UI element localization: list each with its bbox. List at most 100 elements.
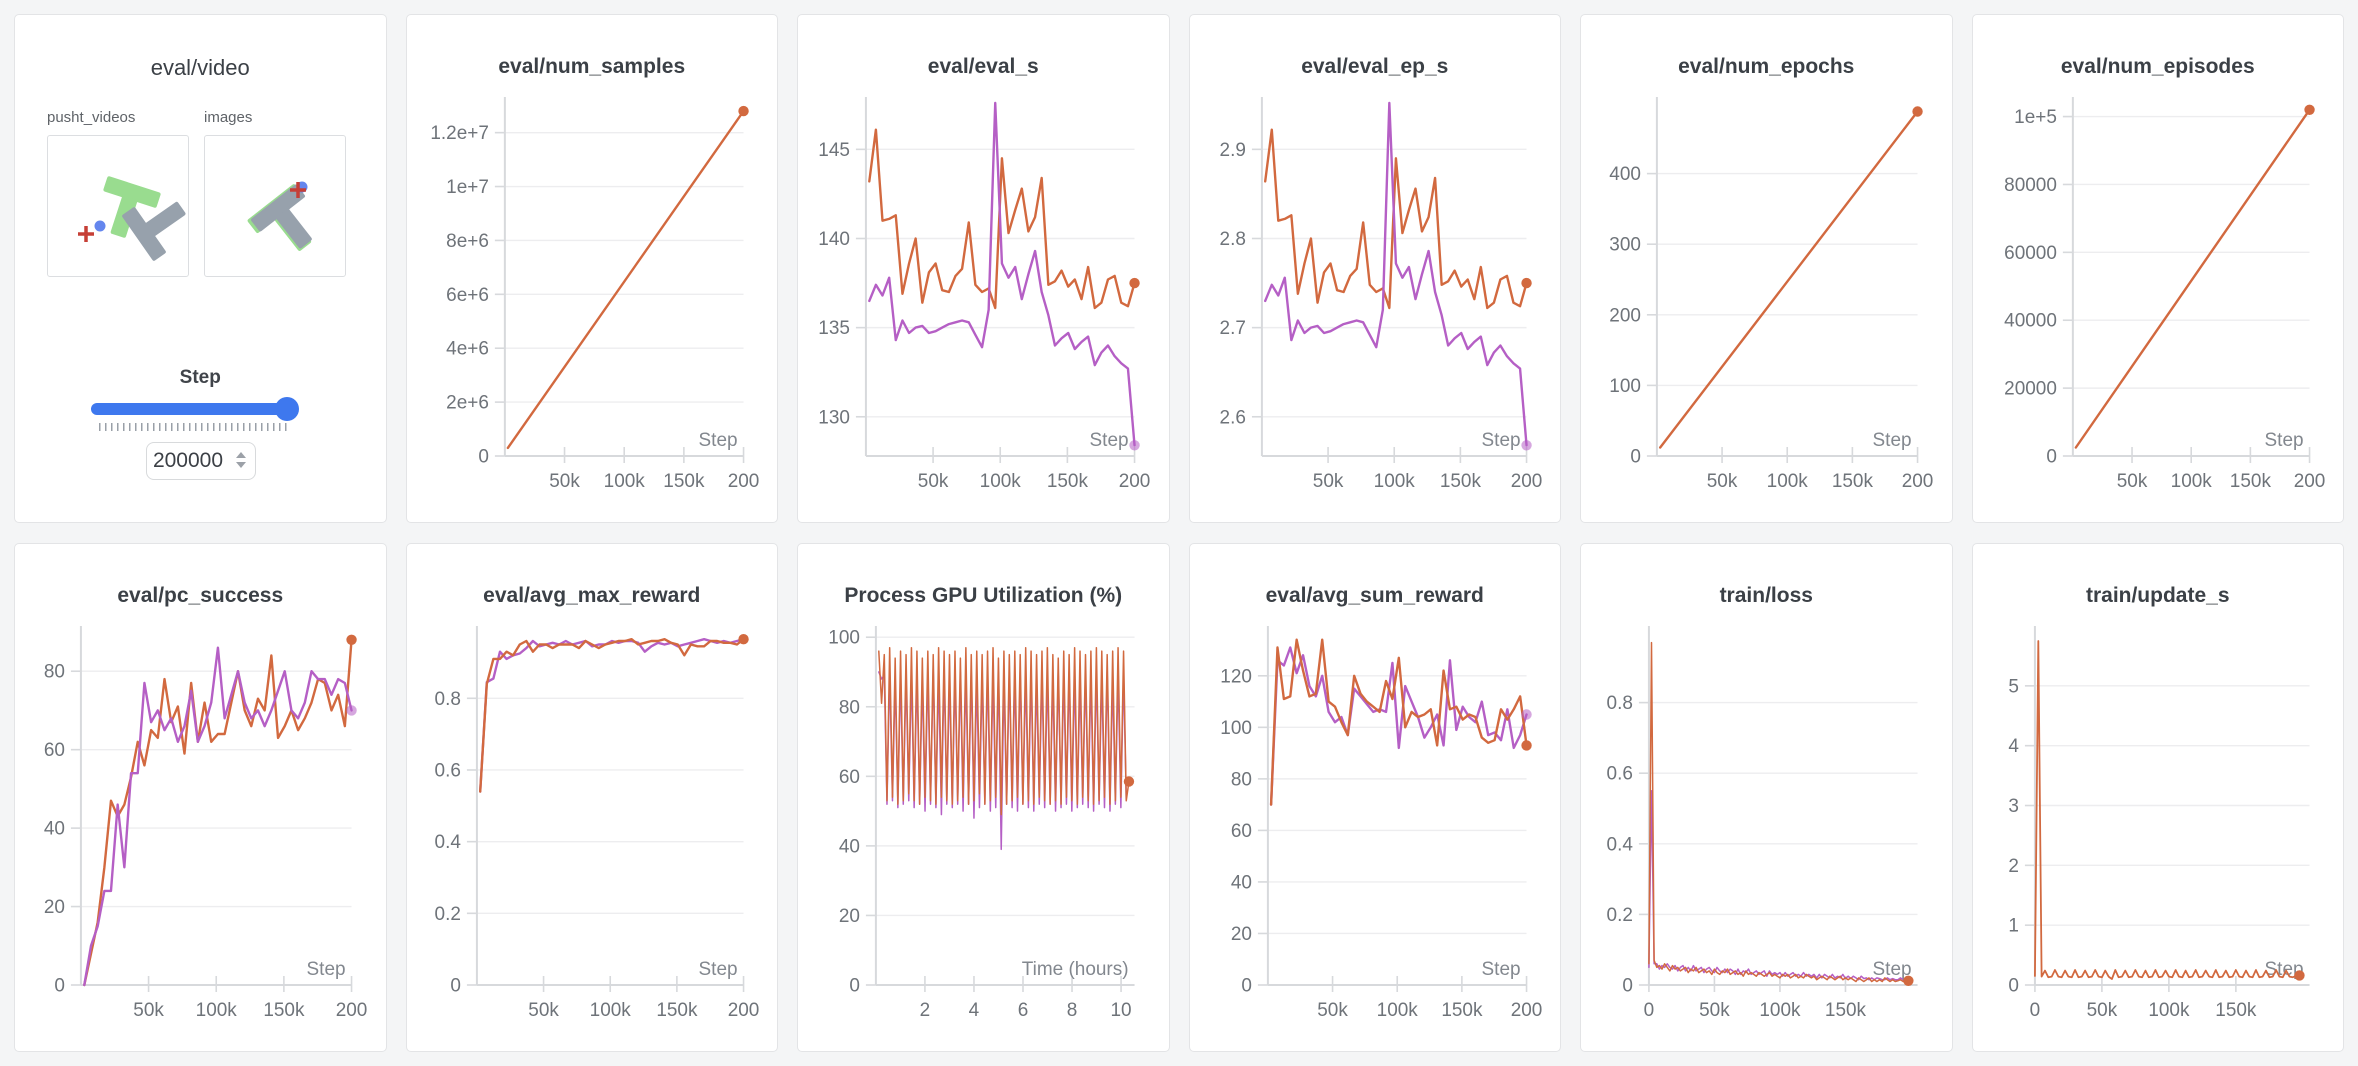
x-tick-label: 150k [1832, 471, 1874, 492]
x-axis-title: Step [307, 959, 346, 980]
y-tick-label: 100 [1609, 376, 1641, 397]
series-line-purple [83, 646, 353, 987]
y-tick-label: 20 [1230, 924, 1251, 945]
x-tick-label: 100k [1759, 1000, 1801, 1021]
gray-t-shape [251, 184, 312, 249]
y-tick-label: 400 [1609, 164, 1641, 185]
stepper-arrows[interactable] [236, 452, 246, 468]
y-tick-label: 0.2 [1607, 905, 1633, 926]
chart-plot[interactable]: 2.6 2.7 2.8 2.9 50k 100k 150k 200 Step [1190, 85, 1561, 520]
y-tick-label: 40 [1230, 872, 1251, 893]
x-axis-title: Step [698, 959, 737, 980]
x-tick-label: 100k [589, 1000, 631, 1021]
image-thumbnail[interactable] [204, 135, 346, 277]
chart-plot[interactable]: 0 20 40 60 80 100 2 4 6 8 10 Time (hours) [798, 614, 1169, 1049]
y-tick-label: 100 [828, 628, 860, 649]
chart-plot[interactable]: 0 100 200 300 400 50k 100k 150k 200 Step [1581, 85, 1952, 520]
goal-cross-icon [78, 226, 94, 242]
x-tick-label: 150k [1047, 471, 1089, 492]
chart-plot[interactable]: 130 135 140 145 50k 100k 150k 200 Step [798, 85, 1169, 520]
stepper-up-icon[interactable] [236, 452, 246, 458]
x-tick-label: 150k [656, 1000, 698, 1021]
y-tick-label: 2e+6 [446, 393, 489, 414]
series-line-orange [1263, 128, 1528, 310]
x-tick-label: 0 [1644, 1000, 1655, 1021]
step-slider[interactable] [91, 397, 299, 421]
panel-eval-video[interactable]: eval/video pusht_videos [14, 14, 387, 523]
chart-plot[interactable]: 0 0.2 0.4 0.6 0.8 0 50k 100k 150k Step [1581, 614, 1952, 1049]
chart-title: train/loss [1719, 584, 1813, 607]
x-tick-label: 150k [2215, 1000, 2257, 1021]
y-tick-label: 80 [1230, 769, 1251, 790]
y-tick-label: 0 [2008, 975, 2019, 996]
x-axis-title: Step [698, 430, 737, 451]
y-tick-label: 0.6 [1607, 764, 1633, 785]
chart-plot[interactable]: 0 20 40 60 80 50k 100k 150k 200 Step [15, 614, 386, 1049]
chart-card-train-update-s[interactable]: train/update_s 0 1 2 3 4 5 0 50k 100k 150k Step [1971, 543, 2344, 1052]
x-tick-label: 50k [918, 471, 949, 492]
media-group-pusht-videos: pusht_videos [47, 109, 189, 277]
y-tick-label: 1.2e+7 [430, 123, 489, 144]
y-tick-label: 0 [1241, 975, 1252, 996]
chart-card-eval-pc-success[interactable]: eval/pc_success 0 20 40 60 80 50k 100k 150k 200 St… [14, 543, 387, 1052]
media-label: pusht_videos [47, 109, 136, 126]
x-tick-label: 50k [2116, 471, 2147, 492]
y-tick-label: 2.8 [1219, 229, 1245, 250]
chart-plot[interactable]: 0 0.2 0.4 0.6 0.8 50k 100k 150k 200 Step [407, 614, 778, 1049]
chart-title: train/update_s [2085, 584, 2230, 607]
agent-dot [94, 220, 106, 232]
y-tick-label: 120 [1220, 666, 1252, 687]
x-tick-label: 50k [2086, 1000, 2117, 1021]
chart-card-eval-avg-max-reward[interactable]: eval/avg_max_reward 0 0.2 0.4 0.6 0.8 50k 100k 1… [405, 543, 778, 1052]
stepper-down-icon[interactable] [236, 462, 246, 468]
y-tick-label: 4 [2008, 736, 2019, 757]
chart-card-eval-num-epochs[interactable]: eval/num_epochs 0 100 200 300 400 50k 100k 150k 2… [1580, 14, 1953, 523]
series-end-dot-orange [346, 634, 357, 645]
chart-title: eval/num_episodes [2060, 55, 2255, 78]
step-slider-label: Step [179, 367, 221, 388]
x-tick-label: 50k [133, 1000, 164, 1021]
pusht-scene-video [78, 176, 186, 261]
chart-card-eval-eval-ep-s[interactable]: eval/eval_ep_s 2.6 2.7 2.8 2.9 50k 100k 150k 200… [1188, 14, 1561, 523]
x-tick-label: 2 [920, 1000, 931, 1021]
y-tick-label: 2.6 [1219, 407, 1245, 428]
chart-card-process-gpu-utilization-[interactable]: Process GPU Utilization (%) 0 20 40 60 80 100 2… [797, 543, 1170, 1052]
x-axis-title: Step [1873, 430, 1912, 451]
step-value-text[interactable]: 200000 [152, 449, 224, 472]
x-tick-label: 150k [1439, 471, 1481, 492]
chart-card-eval-avg-sum-reward[interactable]: eval/avg_sum_reward 0 20 40 60 80 100 120 50k 100… [1188, 543, 1561, 1052]
series-end-dot-orange [2303, 104, 2315, 115]
y-tick-label: 0 [1622, 975, 1633, 996]
x-tick-label: 150k [663, 471, 705, 492]
series-line-orange [2074, 108, 2311, 449]
series-end-dot-orange [737, 105, 749, 117]
x-tick-label: 100k [1376, 1000, 1418, 1021]
chart-plot[interactable]: 0 20000 40000 60000 80000 1e+5 50k 100k 150k 200 S… [1973, 85, 2344, 520]
chart-card-eval-eval-s[interactable]: eval/eval_s 130 135 140 145 50k 100k 150k 200 Ste… [797, 14, 1170, 523]
chart-card-eval-num-episodes[interactable]: eval/num_episodes 0 20000 40000 60000 80000 1e… [1971, 14, 2344, 523]
chart-card-eval-num-samples[interactable]: eval/num_samples 0 2e+6 4e+6 6e+6 8e+6 1e+7 1.2… [405, 14, 778, 523]
y-tick-label: 130 [818, 407, 850, 428]
y-tick-label: 5 [2008, 676, 2019, 697]
series-line-orange [1648, 641, 1910, 983]
series-end-dot-purple [346, 705, 357, 716]
y-tick-label: 20 [44, 897, 65, 918]
series-end-dot-purple [1520, 440, 1532, 451]
y-tick-label: 0.4 [434, 832, 460, 853]
x-tick-label: 100k [2170, 471, 2212, 492]
step-slider-thumb[interactable] [275, 397, 299, 421]
x-tick-label: 8 [1067, 1000, 1078, 1021]
y-tick-label: 80000 [2004, 175, 2057, 196]
chart-card-train-loss[interactable]: train/loss 0 0.2 0.4 0.6 0.8 0 50k 100k 150k Step [1580, 543, 1953, 1052]
y-tick-label: 3 [2008, 796, 2019, 817]
y-tick-label: 0.4 [1607, 834, 1633, 855]
series-end-dot-orange [1520, 740, 1532, 751]
y-tick-label: 40 [44, 819, 65, 840]
chart-plot[interactable]: 0 20 40 60 80 100 120 50k 100k 150k 200 Step [1190, 614, 1561, 1049]
video-thumbnail[interactable] [47, 135, 189, 277]
y-tick-label: 0.2 [434, 904, 460, 925]
chart-plot[interactable]: 0 2e+6 4e+6 6e+6 8e+6 1e+7 1.2e+7 50k 100k 150k 20… [407, 85, 778, 520]
step-value-input[interactable]: 200000 [146, 442, 256, 480]
